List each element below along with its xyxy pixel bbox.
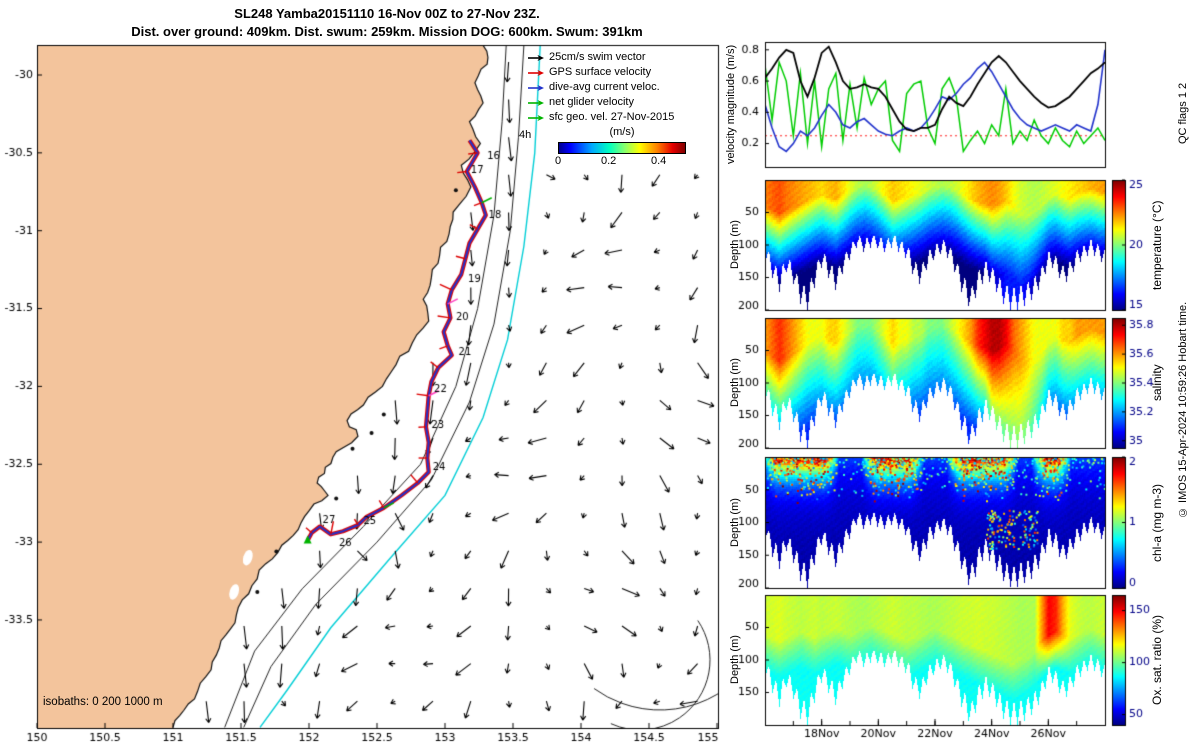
clabel-salinity: salinity bbox=[1150, 364, 1164, 402]
legend-item-label: sfc geo. vel. 27-Nov-2015 bbox=[549, 111, 675, 123]
legend-colorbar bbox=[558, 142, 686, 154]
clabel-oxygen: Ox. sat. ratio (%) bbox=[1150, 614, 1164, 706]
legend-colorbar-tick: 0.2 bbox=[601, 155, 617, 167]
figure-title: SL248 Yamba20151110 16-Nov 00Z to 27-Nov… bbox=[234, 6, 540, 21]
legend-item: net glider velocity bbox=[527, 95, 674, 110]
ylabel-depth-salinity: Depth (m) bbox=[729, 358, 741, 408]
legend-item-label: GPS surface velocity bbox=[549, 66, 652, 78]
ylabel-depth-temperature: Depth (m) bbox=[729, 220, 741, 270]
legend-duration-label: 4h bbox=[519, 129, 532, 141]
ylabel-depth-oxygen: Depth (m) bbox=[729, 635, 741, 685]
legend-item-label: net glider velocity bbox=[549, 96, 634, 108]
legend-marker-arrow-icon bbox=[528, 69, 544, 76]
legend-colorbar-tick: 0 bbox=[555, 155, 562, 167]
legend-colorbar-tick: 0.4 bbox=[651, 155, 667, 167]
map-legend: 25cm/s swim vector GPS surface velocity di… bbox=[527, 50, 674, 125]
clabel-chl: chl-a (mg m-3) bbox=[1150, 483, 1164, 562]
figure-subtitle: Dist. over ground: 409km. Dist. swum: 25… bbox=[131, 24, 643, 39]
legend-marker-arrow-icon bbox=[528, 54, 544, 61]
legend-item: 25cm/s swim vector bbox=[527, 50, 674, 65]
qc-flags-note: QC flags 1 2 bbox=[1177, 82, 1189, 144]
ylabel-depth-chl: Depth (m) bbox=[729, 498, 741, 547]
legend-item-label: 25cm/s swim vector bbox=[549, 51, 646, 63]
legend-marker-arrow-icon bbox=[528, 99, 544, 106]
isobaths-note: isobaths: 0 200 1000 m bbox=[43, 696, 163, 708]
legend-colorbar-label: (m/s) bbox=[609, 126, 635, 138]
legend-item: sfc geo. vel. 27-Nov-2015 bbox=[527, 110, 674, 125]
legend-item: dive-avg current veloc. bbox=[527, 80, 674, 95]
legend-marker-arrow-icon bbox=[528, 84, 544, 91]
legend-item: GPS surface velocity bbox=[527, 65, 674, 80]
legend-item-label: dive-avg current veloc. bbox=[549, 81, 660, 93]
copyright-note: © IMOS 15-Apr-2024 10:59:26 Hobart time. bbox=[1177, 301, 1189, 519]
clabel-temperature: temperature (°C) bbox=[1150, 200, 1164, 290]
ylabel-velocity: velocity magnitude (m/s) bbox=[725, 44, 737, 164]
legend-marker-arrow-icon bbox=[528, 114, 544, 121]
